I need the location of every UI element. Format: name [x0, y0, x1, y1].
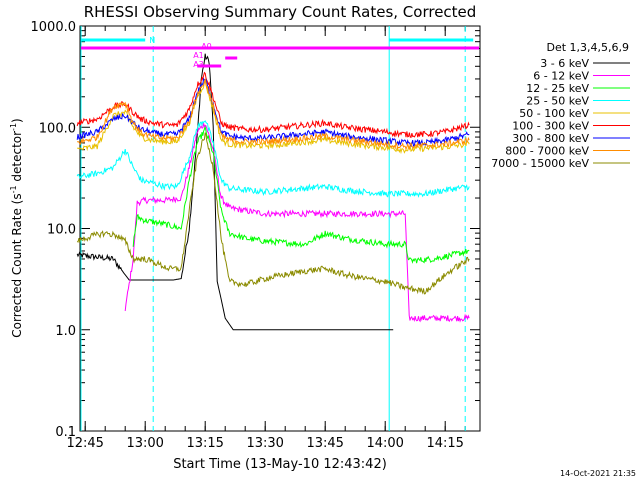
- legend-label: 7000 - 15000 keV: [491, 157, 589, 170]
- y-axis-label: Corrected Count Rate (s-1 detector-1): [9, 118, 24, 337]
- plot-frame: [79, 25, 481, 432]
- x-axis-label: Start Time (13-May-10 12:43:42): [173, 457, 387, 472]
- y-axis-label-part: Corrected Count Rate (s: [10, 193, 24, 337]
- chart-title: RHESSI Observing Summary Count Rates, Co…: [84, 3, 477, 21]
- series-line: [76, 77, 470, 148]
- y-axis-label-part: detector: [10, 131, 24, 186]
- y-tick-label: 1000.0: [31, 20, 77, 35]
- x-tick-label: 14:00: [366, 436, 403, 451]
- y-tick-label: 10.0: [47, 223, 76, 238]
- plot-elements: 1000.0 100.0 10.0 1.0 0.112:45 13:00 13:15 13:3…: [31, 20, 630, 451]
- legend-label: 3 - 6 keV: [540, 57, 589, 70]
- x-tick-label: 12:45: [66, 436, 103, 451]
- x-tick-label: 13:45: [306, 436, 343, 451]
- y-axis-label-sup: -1: [9, 123, 18, 131]
- cyan-bar-label: N: [149, 36, 155, 45]
- legend-label: 6 - 12 keV: [533, 70, 589, 83]
- series-line: [132, 125, 470, 264]
- x-tick-label: 14:15: [426, 436, 463, 451]
- legend-label: 50 - 100 keV: [519, 107, 589, 120]
- legend-label: 12 - 25 keV: [526, 82, 589, 95]
- series-line: [76, 53, 394, 331]
- legend-label: 800 - 7000 keV: [505, 145, 589, 158]
- series-line: [124, 123, 470, 323]
- attenuator-label: A3: [193, 60, 204, 69]
- legend-title: Det 1,3,4,5,6,9: [546, 41, 629, 54]
- attenuator-label: A1: [193, 51, 204, 60]
- series-line: [76, 120, 470, 198]
- series-line: [76, 132, 470, 295]
- attenuator-label: A0: [201, 42, 212, 51]
- y-tick-label: 1.0: [55, 324, 76, 339]
- y-axis-label-sup: -1: [9, 185, 18, 193]
- series-line: [76, 78, 470, 151]
- series-line: [76, 79, 470, 155]
- y-tick-label: 100.0: [39, 121, 76, 136]
- x-tick-label: 13:30: [246, 436, 283, 451]
- x-tick-label: 13:15: [186, 436, 223, 451]
- series-line: [76, 71, 470, 139]
- legend-label: 25 - 50 keV: [526, 95, 589, 108]
- y-tick-label: 0.1: [55, 425, 76, 440]
- footer-date: 14-Oct-2021 21:35: [560, 469, 636, 478]
- legend-label: 100 - 300 keV: [512, 120, 589, 133]
- y-axis-label-part: ): [10, 118, 24, 123]
- legend-label: 300 - 800 keV: [512, 132, 589, 145]
- x-tick-label: 13:00: [126, 436, 163, 451]
